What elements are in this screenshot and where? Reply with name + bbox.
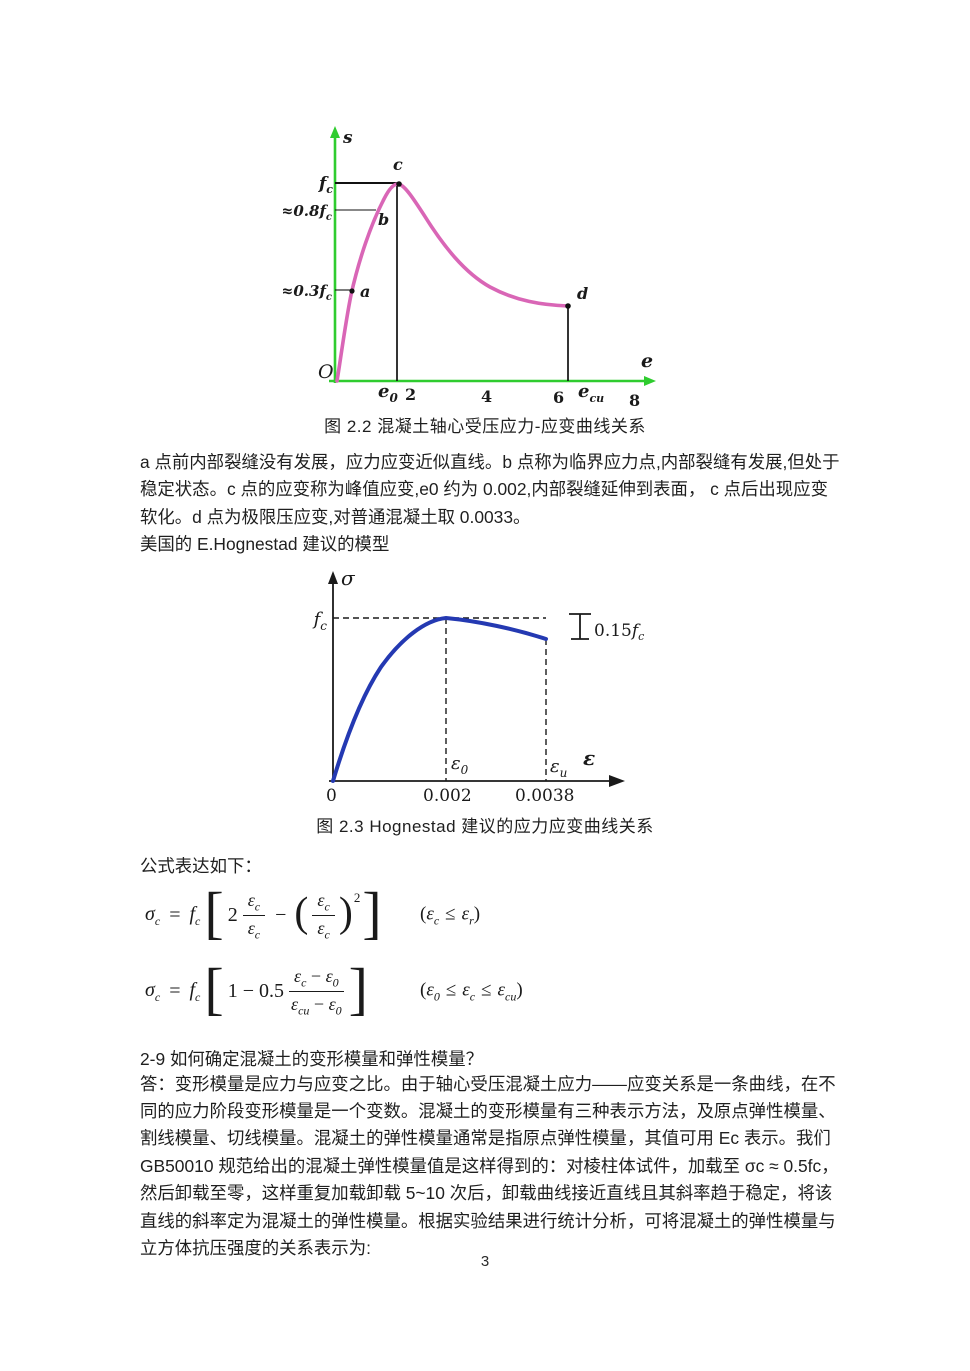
sigma-c: σc: [145, 978, 161, 1004]
page-number: 3: [480, 1253, 490, 1270]
paragraph-figure-2-2: a 点前内部裂缝没有发展，应力应变近似直线。b 点称为临界应力点,内部裂缝有发展…: [140, 449, 840, 559]
xtick-8: 8: [629, 391, 640, 409]
ytick-fc: fc: [312, 609, 328, 633]
text-line: GB50010 规范给出的混凝土弹性模量值是这样得到的：对棱柱体试件，加载至 σ…: [140, 1155, 839, 1176]
ytick-08fc: ≈0.8fc: [283, 202, 332, 223]
y-axis-label: σ: [341, 569, 356, 590]
coefficient-2: 2: [227, 904, 238, 927]
minus-sign: −: [275, 904, 287, 927]
point-b-label: b: [378, 210, 389, 229]
text-line: 立方体抗压强度的关系表示为:: [140, 1238, 371, 1259]
point-c-label: c: [393, 155, 403, 174]
figure-2-3-caption: 图 2.3 Hognestad 建议的应力应变曲线关系: [316, 816, 654, 836]
eps0-label: ε0: [451, 753, 469, 777]
formula-1-condition: (εc ≤ εr): [420, 903, 481, 928]
epsu-label: εu: [550, 756, 567, 780]
open-bracket: [: [204, 879, 224, 945]
text-line: 软化。d 点为极限压应变,对普通混凝土取 0.0033。: [140, 506, 531, 527]
formula-intro: 公式表达如下：: [140, 855, 262, 876]
text-line: a 点前内部裂缝没有发展，应力应变近似直线。b 点称为临界应力点,内部裂缝有发展…: [140, 452, 840, 472]
text-line: 美国的 E.Hognestad 建议的模型: [140, 534, 390, 555]
hognestad-curve: [331, 615, 548, 783]
text-line: 稳定状态。c 点的应变称为峰值应变,e0 约为 0.002,内部裂缝延伸到表面，…: [140, 479, 828, 500]
xtick-4: 4: [481, 387, 492, 406]
text-line: 直线的斜率定为混凝土的弹性模量。根据实验结果进行统计分析，可将混凝土的弹性模量与: [140, 1210, 836, 1231]
text-line: 答：变形模量是应力与应变之比。由于轴心受压混凝土应力——应变关系是一条曲线，在不: [140, 1073, 836, 1094]
drop-annotation: 0.15fc: [594, 621, 644, 643]
xtick-00038: 0.0038: [515, 786, 574, 806]
x-axis-label: e: [641, 350, 653, 372]
fc-factor: fc: [189, 902, 201, 928]
lead-term: 1 − 0.5: [227, 980, 284, 1003]
xtick-2: 2: [405, 385, 416, 404]
figure-2-3-chart: σ ε fc ε0 εu 0 0.002 0.0038 0.15fc: [312, 569, 645, 806]
figure-2-2-caption: 图 2.2 混凝土轴心受压应力-应变曲线关系: [324, 417, 646, 436]
fc-factor: fc: [189, 978, 201, 1004]
xtick-0002: 0.002: [423, 786, 472, 806]
figure-2-2-chart: s e O fc ≈0.8fc ≈0.3fc a b c d e0 2 4 6 …: [283, 126, 656, 409]
text-line: 割线模量、切线模量。混凝土的弹性模量通常是指原点弹性模量，其值可用 Ec 表示。…: [140, 1128, 831, 1149]
text-line: 然后卸载至零，这样重复加载卸载 5~10 次后，卸载曲线接近直线且其斜率趋于稳定…: [140, 1183, 833, 1204]
open-bracket: [: [204, 955, 224, 1021]
close-bracket: ]: [348, 955, 368, 1021]
xtick-0: 0: [326, 786, 337, 806]
x-axis-arrow-icon: [609, 774, 625, 787]
equals-sign: =: [169, 980, 181, 1003]
formula-2-condition: (ε0 ≤ εc ≤ εcu): [420, 979, 523, 1004]
xtick-ecu: ecu: [578, 381, 604, 405]
formula-2: σc = fc [ 1 − 0.5 εc − ε0 εcu − ε0 ] (ε0…: [143, 954, 970, 1030]
origin-label: O: [318, 361, 334, 383]
open-paren: (: [294, 889, 309, 936]
point-d-label: d: [577, 284, 588, 303]
point-a-label: a: [360, 282, 370, 301]
formula-1: σc = fc [ 2 εc εc − ( εc εc ) 2 ] (εc ≤ εr…: [143, 878, 970, 954]
y-axis-arrow-icon: [328, 570, 338, 584]
equals-sign: =: [169, 904, 181, 927]
ytick-03fc: ≈0.3fc: [283, 282, 332, 303]
text-line: 同的应力阶段变形模量是一个变数。混凝土的变形模量有三种表示方法，及原点弹性模量、: [140, 1101, 836, 1122]
question-2-9-heading: 2-9 如何确定混凝土的变形模量和弹性模量？: [140, 1048, 483, 1069]
xtick-e0: e0: [378, 381, 398, 405]
point-a-dot: [349, 288, 355, 294]
xtick-6: 6: [553, 388, 564, 407]
close-paren: ): [338, 889, 353, 936]
x-axis-arrow-icon: [644, 376, 656, 386]
exponent-2: 2: [353, 889, 361, 905]
x-axis-label: ε: [583, 746, 595, 770]
sigma-c: σc: [145, 902, 161, 928]
fraction: εc − ε0 εcu − ε0: [288, 965, 344, 1018]
y-axis-arrow-icon: [330, 126, 340, 138]
stress-strain-curve: [335, 182, 570, 383]
answer-2-9-paragraph: 答：变形模量是应力与应变之比。由于轴心受压混凝土应力——应变关系是一条曲线，在不…: [140, 1071, 839, 1263]
fraction-1: εc εc: [242, 889, 266, 943]
point-c-dot: [396, 181, 402, 187]
fraction-2: εc εc: [312, 889, 335, 943]
ytick-fc: fc: [318, 174, 333, 196]
y-axis-label: s: [342, 128, 353, 148]
point-d-dot: [565, 303, 571, 309]
close-bracket: ]: [362, 879, 382, 945]
